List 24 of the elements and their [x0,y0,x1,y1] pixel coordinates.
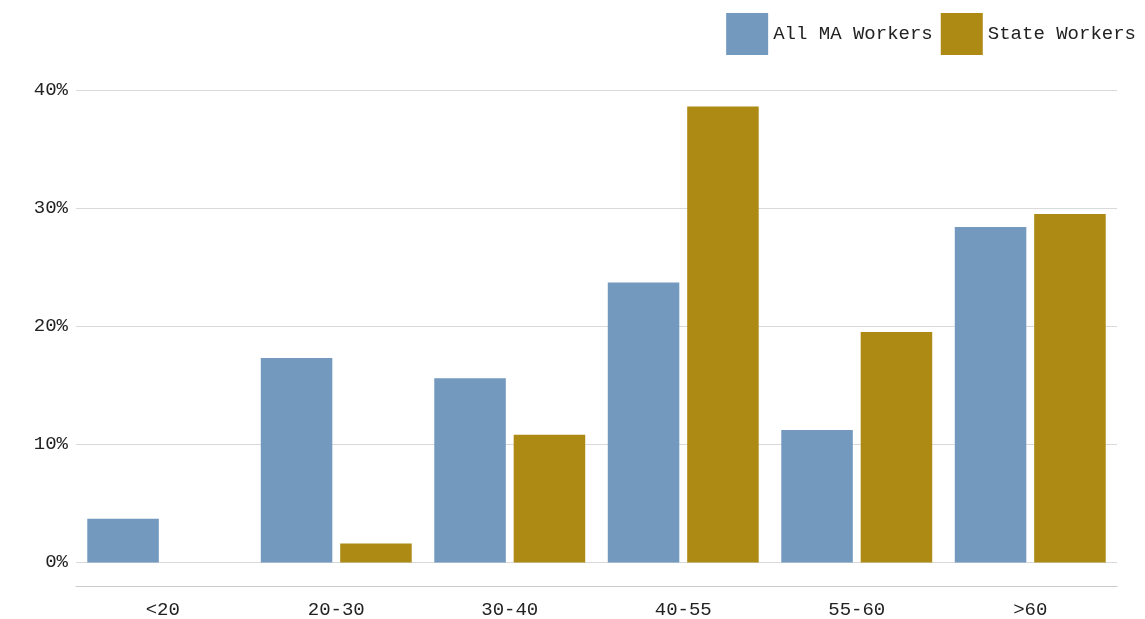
legend-label: State Workers [987,23,1137,45]
y-tick-label: 30% [33,197,69,220]
bar [1034,214,1106,563]
legend-label: All MA Workers [773,23,933,45]
y-tick-label: 0% [45,551,69,574]
bar [607,282,680,563]
x-tick-label: 20-30 [307,598,365,619]
x-tick-label: 40-55 [654,598,712,619]
y-tick-label: 10% [33,433,69,456]
x-tick-label: 30-40 [481,598,539,619]
bar [954,226,1027,563]
bar [781,430,853,563]
x-tick-label: >60 [1013,598,1048,619]
y-tick-label: 20% [33,315,69,338]
bar [513,434,586,563]
y-tick-label: 40% [33,79,69,101]
bar [434,378,506,563]
bar [860,332,933,563]
x-tick-label: <20 [145,598,180,619]
bar [340,543,412,563]
x-tick-label: 55-60 [828,598,886,619]
bar [87,518,159,563]
bar [260,358,333,563]
bar [687,106,759,563]
